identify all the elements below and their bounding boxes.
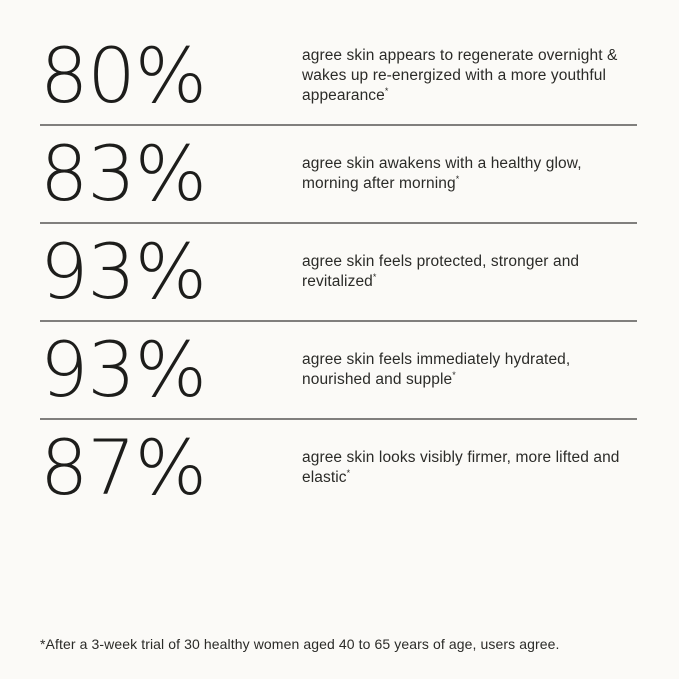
- row-divider: [40, 124, 637, 126]
- row-divider: [40, 222, 637, 224]
- stat-claim-text: agree skin feels immediately hydrated, n…: [302, 351, 571, 388]
- stat-row: 80% agree skin appears to regenerate ove…: [40, 28, 637, 124]
- stat-claim-text: agree skin looks visibly firmer, more li…: [302, 449, 620, 486]
- stat-claim-text: agree skin appears to regenerate overnig…: [302, 47, 618, 104]
- stat-claim-text: agree skin feels protected, stronger and…: [302, 253, 580, 290]
- stat-claim: agree skin feels protected, stronger and…: [302, 252, 637, 292]
- footnote-marker: *: [346, 467, 351, 478]
- stat-value: 93%: [40, 325, 207, 414]
- footnote-marker: *: [384, 85, 389, 96]
- stat-value: 80%: [40, 31, 207, 120]
- stat-claim: agree skin awakens with a healthy glow, …: [302, 154, 637, 194]
- footnote-marker: *: [452, 369, 456, 380]
- stat-value: 83%: [40, 129, 207, 218]
- stat-row: 83% agree skin awakens with a healthy gl…: [40, 126, 637, 222]
- stat-row: 87% agree skin looks visibly firmer, mor…: [40, 420, 637, 516]
- stat-claim: agree skin feels immediately hydrated, n…: [302, 350, 637, 390]
- footnote-marker: *: [455, 173, 460, 184]
- footnote-marker: *: [372, 271, 377, 282]
- stat-claim: agree skin appears to regenerate overnig…: [302, 46, 637, 106]
- stat-row: 93% agree skin feels protected, stronger…: [40, 224, 637, 320]
- footnote: *After a 3-week trial of 30 healthy wome…: [40, 636, 560, 652]
- stat-value: 93%: [40, 227, 207, 316]
- stats-list: 80% agree skin appears to regenerate ove…: [40, 28, 637, 516]
- row-divider: [40, 320, 637, 322]
- row-divider: [40, 418, 637, 420]
- stat-value: 87%: [40, 423, 207, 512]
- stat-claim-text: agree skin awakens with a healthy glow, …: [302, 155, 582, 192]
- stat-claim: agree skin looks visibly firmer, more li…: [302, 448, 637, 488]
- stat-row: 93% agree skin feels immediately hydrate…: [40, 322, 637, 418]
